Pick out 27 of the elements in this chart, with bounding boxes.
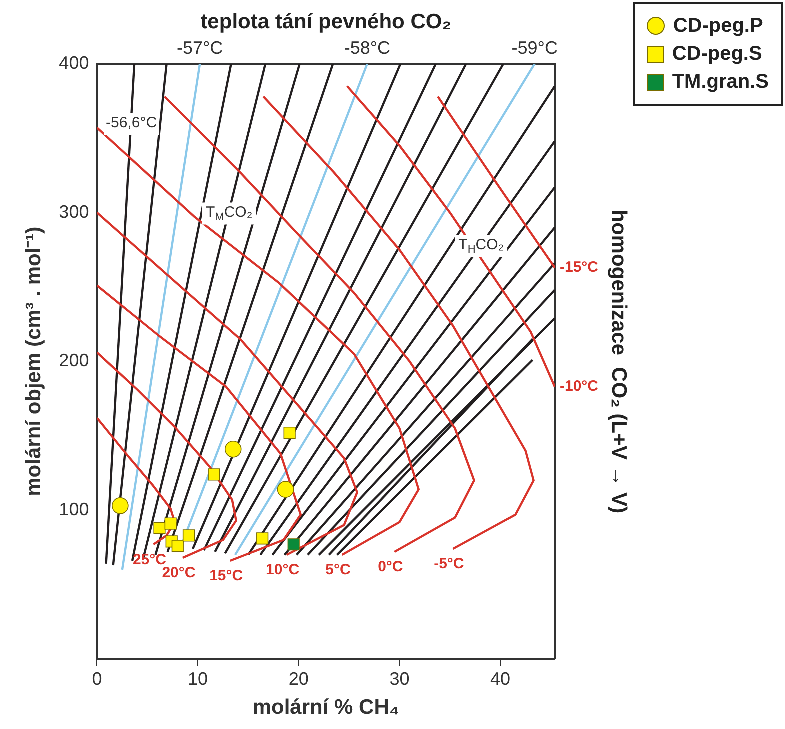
y-tick-label: 100 — [59, 499, 90, 520]
legend-label: CD-peg.P — [673, 14, 764, 39]
series-label: -15°C — [560, 258, 599, 276]
x-tick-label: 20 — [288, 668, 309, 689]
series-label: 10°C — [266, 562, 300, 579]
series-label: 0°C — [378, 558, 404, 576]
series-label: -58°C — [344, 38, 391, 58]
y-tick-label: 200 — [59, 350, 90, 371]
series-label: 15°C — [210, 568, 244, 585]
series-label: -57°C — [176, 38, 224, 58]
x-tick-label: 40 — [490, 668, 511, 689]
series-label: -5°C — [434, 556, 464, 573]
y-axis-title: molární objem (cm³ . mol⁻¹) — [22, 226, 46, 496]
series-label: -59°C — [512, 38, 558, 58]
x-axis-title: molární % CH₄ — [252, 696, 400, 720]
legend-label: CD-peg.S — [672, 42, 762, 67]
x-tick-label: 10 — [188, 668, 208, 689]
x2-axis-title: teplota tání pevného CO₂ — [200, 10, 452, 34]
legend-label: TM.gran.S — [672, 70, 769, 95]
series-label: 5°C — [326, 562, 351, 579]
x-tick-label: 0 — [92, 668, 102, 689]
annotation: -56,6°C — [106, 114, 158, 132]
y2-axis-title: homogenizace CO₂ (L+V → V) — [608, 210, 631, 514]
y-tick-label: 400 — [59, 52, 90, 73]
y-tick-label: 300 — [59, 202, 90, 222]
x-tick-label: 30 — [390, 668, 410, 689]
series-label: -10°C — [560, 378, 599, 396]
